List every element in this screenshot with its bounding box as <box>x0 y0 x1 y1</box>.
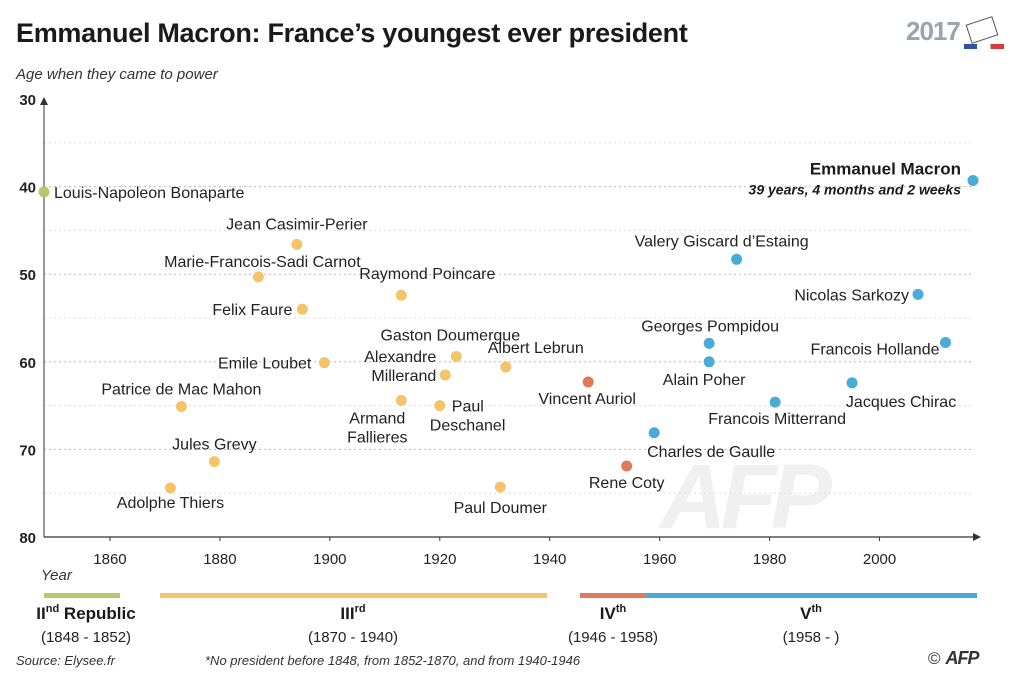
x-tick-label: 1960 <box>643 551 676 568</box>
highlight-label: Emmanuel Macron <box>810 159 961 178</box>
president-point <box>395 394 407 406</box>
x-tick-label: 1920 <box>423 551 456 568</box>
point-label: Albert Lebrun <box>488 340 584 357</box>
x-tick-label: 1860 <box>93 551 126 568</box>
y-tick-label: 60 <box>19 355 36 372</box>
republic-band <box>160 593 547 598</box>
point-label: Charles de Gaulle <box>647 444 775 461</box>
point-label: Felix Faure <box>212 302 292 319</box>
x-tick-label: 1980 <box>753 551 786 568</box>
president-point <box>967 174 979 186</box>
copyright-icon: © <box>928 649 941 668</box>
point-label: Francois Mitterrand <box>708 411 846 428</box>
y-tick-label: 80 <box>19 530 36 547</box>
point-label-line-1: Paul <box>452 399 484 416</box>
election-2017-logo: 2017 <box>906 14 1004 54</box>
republic-band <box>580 593 646 598</box>
president-point <box>500 361 512 373</box>
president-point <box>621 460 633 472</box>
point-label: Raymond Poincare <box>359 266 495 283</box>
republic-years: (1848 - 1852) <box>41 629 131 646</box>
point-label: Rene Coty <box>589 475 665 492</box>
republic-years: (1946 - 1958) <box>568 629 658 646</box>
republic-band <box>646 593 977 598</box>
point-label: Alain Poher <box>663 372 746 389</box>
point-label: Jules Grevy <box>172 437 256 454</box>
point-label-line-2: Deschanel <box>430 418 506 435</box>
president-point <box>769 396 781 408</box>
republic-years: (1870 - 1940) <box>308 629 398 646</box>
point-label: Marie-Francois-Sadi Carnot <box>164 254 361 271</box>
president-point <box>291 238 303 250</box>
president-point <box>208 456 220 468</box>
president-point <box>703 337 715 349</box>
flag-stripe-icon <box>964 44 1004 49</box>
president-point <box>164 482 176 494</box>
president-point <box>582 376 594 388</box>
president-point <box>318 357 330 369</box>
president-point <box>439 369 451 381</box>
president-point <box>703 356 715 368</box>
president-point <box>175 400 187 412</box>
chart-title: Emmanuel Macron: France’s youngest ever … <box>16 18 688 48</box>
x-tick-label: 1880 <box>203 551 236 568</box>
republic-band <box>44 593 120 598</box>
president-point <box>395 289 407 301</box>
president-point <box>434 400 446 412</box>
point-label: Patrice de Mac Mahon <box>101 381 261 398</box>
point-label: Georges Pompidou <box>641 318 779 335</box>
logo-text: 2017 <box>906 16 961 46</box>
afp-copyright: © AFP <box>928 648 980 669</box>
president-point <box>846 377 858 389</box>
president-point <box>648 427 660 439</box>
president-point <box>940 337 952 349</box>
y-axis-arrow-icon <box>40 97 48 105</box>
x-tick-label: 1940 <box>533 551 566 568</box>
x-tick-label: 2000 <box>863 551 896 568</box>
x-tick-label: 1900 <box>313 551 346 568</box>
point-label: Francois Hollande <box>811 342 940 359</box>
point-label-line-2: Millerand <box>371 368 436 385</box>
president-point <box>912 288 924 300</box>
republic-label: Vth <box>800 603 822 623</box>
point-label: Jacques Chirac <box>846 394 956 411</box>
y-tick-label: 50 <box>19 267 36 284</box>
source-note: Source: Elysee.fr <box>16 653 115 668</box>
president-point <box>450 351 462 363</box>
president-point <box>494 481 506 493</box>
point-label: Valery Giscard d’Estaing <box>635 233 809 250</box>
point-label: Adolphe Thiers <box>117 495 224 512</box>
point-label-line-2: Fallieres <box>347 429 407 446</box>
republic-label: IIIrd <box>340 603 365 623</box>
republic-label: IInd Republic <box>36 603 135 623</box>
president-point <box>296 303 308 315</box>
point-label: Vincent Auriol <box>538 391 636 408</box>
point-label: Paul Doumer <box>454 500 548 517</box>
point-label: Jean Casimir-Perier <box>226 216 368 233</box>
y-tick-label: 70 <box>19 442 36 459</box>
president-point <box>252 271 264 283</box>
x-axis-label: Year <box>41 567 73 584</box>
y-axis-label: Age when they came to power <box>16 66 218 83</box>
republic-years: (1958 - ) <box>783 629 840 646</box>
afp-logo: AFP <box>945 648 980 668</box>
y-tick-label: 40 <box>19 180 36 197</box>
president-point <box>731 253 743 265</box>
point-label: Nicolas Sarkozy <box>794 287 909 304</box>
point-label: Gaston Doumergue <box>380 328 520 345</box>
point-label-line-1: Armand <box>349 410 405 427</box>
y-tick-label: 30 <box>19 92 36 109</box>
president-point <box>38 186 50 198</box>
highlight-detail-label: 39 years, 4 months and 2 weeks <box>749 181 962 197</box>
x-axis-arrow-icon <box>973 533 981 541</box>
point-label: Emile Loubet <box>218 356 312 373</box>
point-label: Louis-Napoleon Bonaparte <box>54 185 244 202</box>
republic-label: IVth <box>600 603 627 623</box>
point-label-line-1: Alexandre <box>364 349 436 366</box>
footnote: *No president before 1848, from 1852-187… <box>205 653 581 668</box>
